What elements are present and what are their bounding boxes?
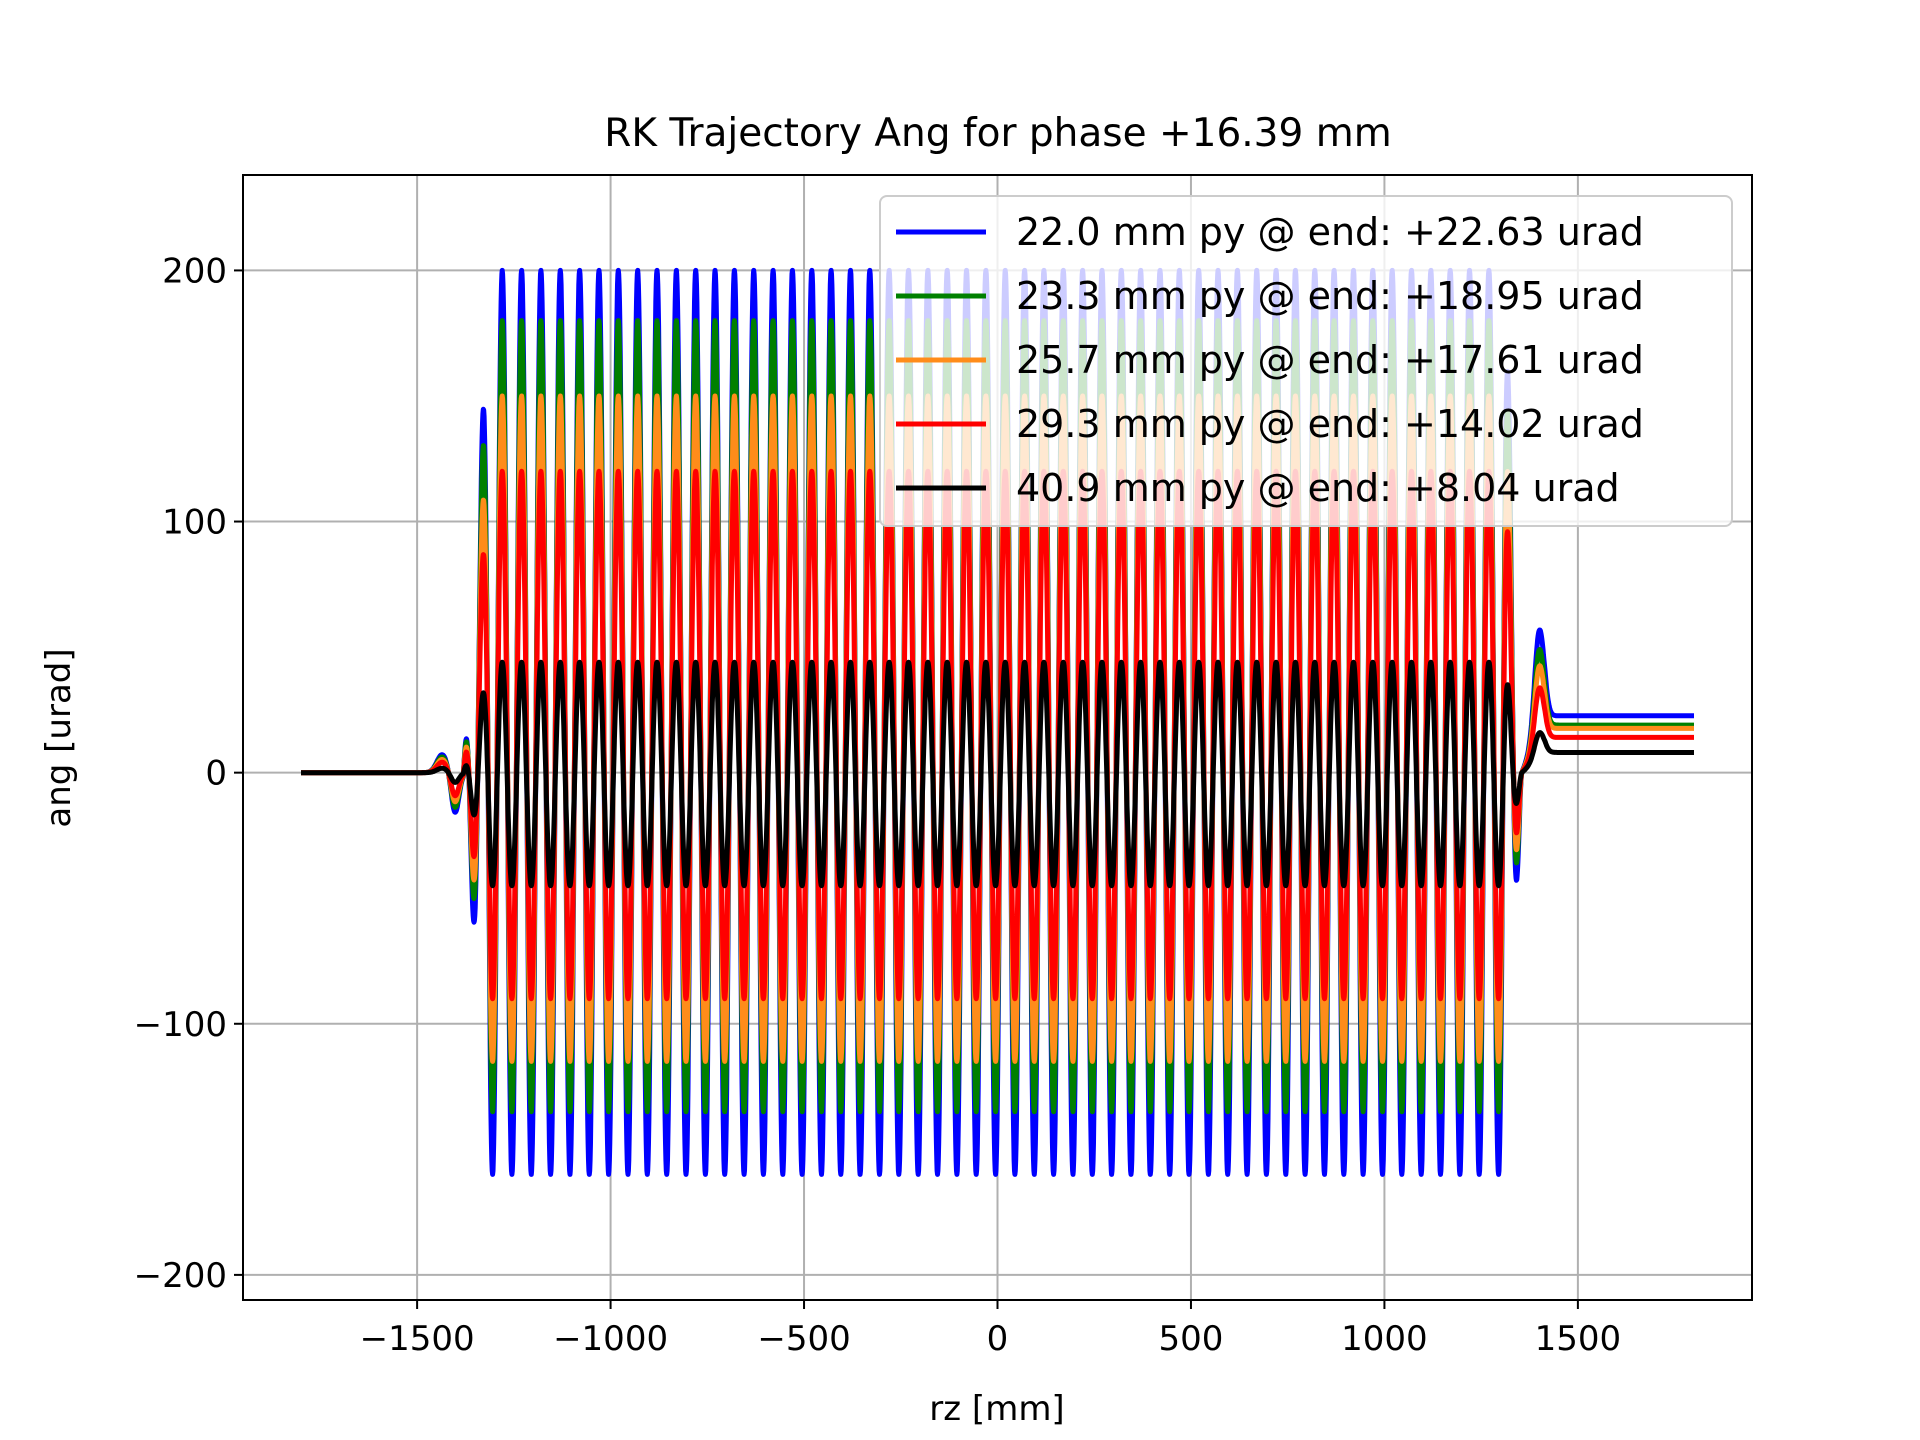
chart-title: RK Trajectory Ang for phase +16.39 mm	[604, 111, 1391, 156]
legend-label: 29.3 mm py @ end: +14.02 urad	[1016, 402, 1644, 446]
axis-ticks: −1500 −1000 −500 0 500 1000 1500−200−100010020…	[134, 251, 1622, 1359]
series-line	[298, 659, 1697, 889]
x-tick-label: 1500	[1535, 1319, 1622, 1359]
x-tick-label: −1000	[553, 1319, 668, 1359]
y-tick-label: 0	[205, 754, 227, 794]
y-axis-label: ang [urad]	[39, 648, 79, 827]
x-tick-label: 0	[987, 1319, 1009, 1359]
x-tick-label: 500	[1159, 1319, 1224, 1359]
series-line	[298, 468, 1697, 1002]
x-tick-label: −500	[757, 1319, 850, 1359]
y-tick-label: 100	[162, 503, 227, 543]
x-tick-label: 1000	[1341, 1319, 1428, 1359]
y-tick-label: −100	[134, 1005, 227, 1045]
x-tick-label: −1500	[360, 1319, 475, 1359]
legend-label: 25.7 mm py @ end: +17.61 urad	[1016, 338, 1644, 382]
legend-label: 23.3 mm py @ end: +18.95 urad	[1016, 274, 1644, 318]
legend-label: 40.9 mm py @ end: +8.04 urad	[1016, 466, 1620, 510]
legend-box	[879, 195, 1733, 527]
x-axis-label: rz [mm]	[929, 1389, 1064, 1429]
y-tick-label: 200	[162, 251, 227, 291]
y-tick-label: −200	[134, 1256, 227, 1296]
legend-label: 22.0 mm py @ end: +22.63 urad	[1016, 210, 1644, 254]
legend: 22.0 mm py @ end: +22.63 urad 23.3 mm py …	[879, 195, 1733, 527]
plot-series	[298, 267, 1697, 1177]
